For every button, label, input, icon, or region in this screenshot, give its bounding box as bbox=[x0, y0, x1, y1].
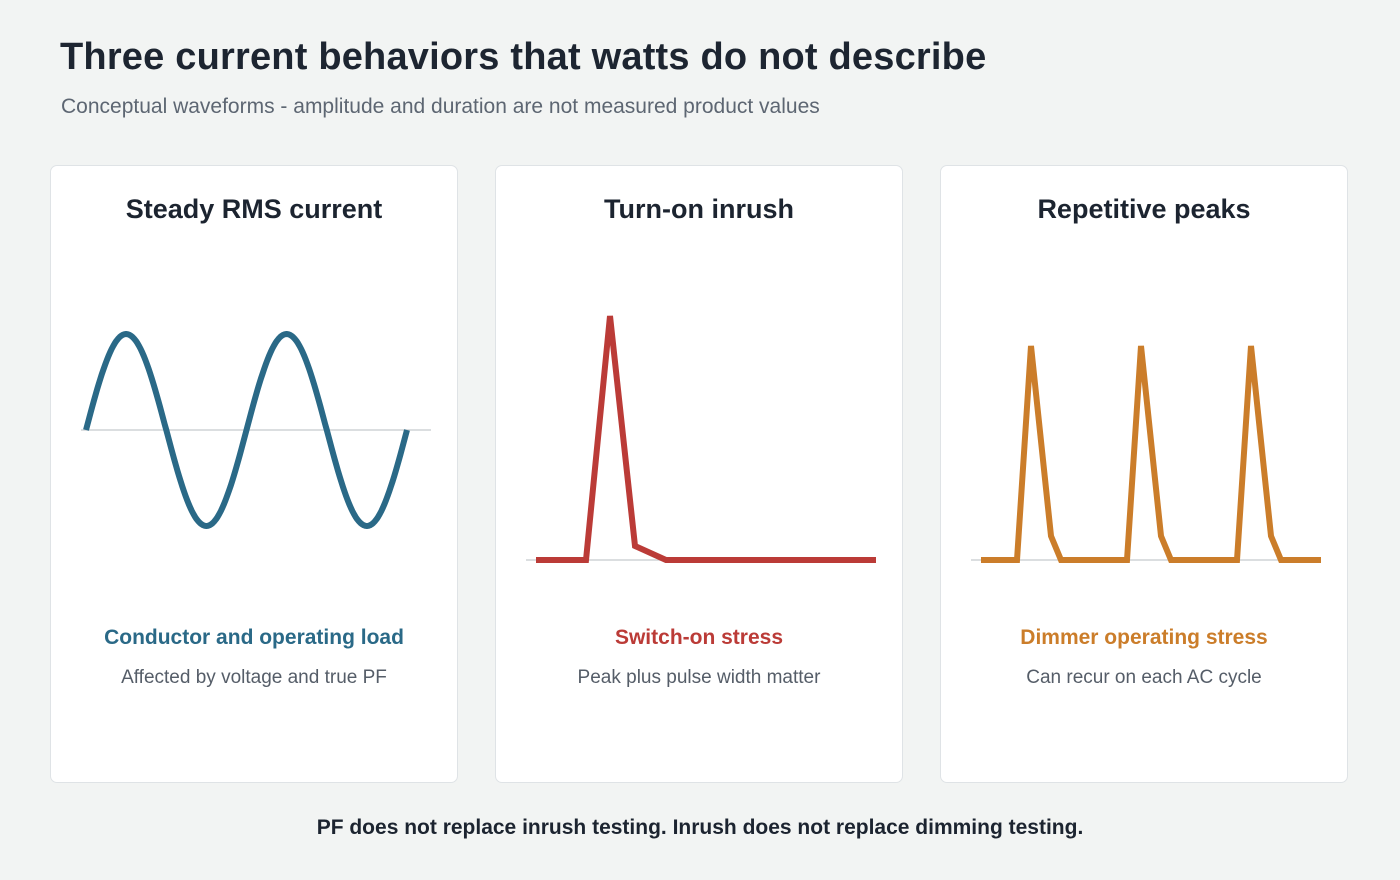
sine-waveform bbox=[81, 331, 431, 529]
card-repetitive-peaks: Repetitive peaks Dimmer operating stress… bbox=[940, 165, 1348, 783]
waveform-trace bbox=[83, 331, 410, 529]
card-caption: Switch-on stress bbox=[614, 626, 784, 649]
waveform-trace bbox=[981, 345, 1321, 563]
card-title: Steady RMS current bbox=[125, 194, 383, 224]
card-turn-on-inrush: Turn-on inrush Switch-on stress Peak plu… bbox=[495, 165, 903, 783]
page-title: Three current behaviors that watts do no… bbox=[60, 36, 987, 78]
card-note: Affected by voltage and true PF bbox=[121, 667, 387, 688]
waveform-trace bbox=[536, 315, 876, 563]
card-title: Turn-on inrush bbox=[604, 194, 794, 224]
card-title: Repetitive peaks bbox=[1037, 194, 1251, 224]
card-steady-rms-current: Steady RMS current Conductor and operati… bbox=[50, 165, 458, 783]
card-note: Peak plus pulse width matter bbox=[577, 667, 821, 688]
repetitive-peaks-waveform bbox=[971, 345, 1321, 563]
card-note: Can recur on each AC cycle bbox=[1026, 667, 1262, 688]
footer-note: PF does not replace inrush testing. Inru… bbox=[316, 816, 1084, 839]
card-caption: Dimmer operating stress bbox=[1020, 626, 1268, 649]
inrush-waveform bbox=[526, 315, 876, 563]
card-caption: Conductor and operating load bbox=[104, 626, 404, 649]
page-subtitle: Conceptual waveforms - amplitude and dur… bbox=[61, 95, 820, 118]
